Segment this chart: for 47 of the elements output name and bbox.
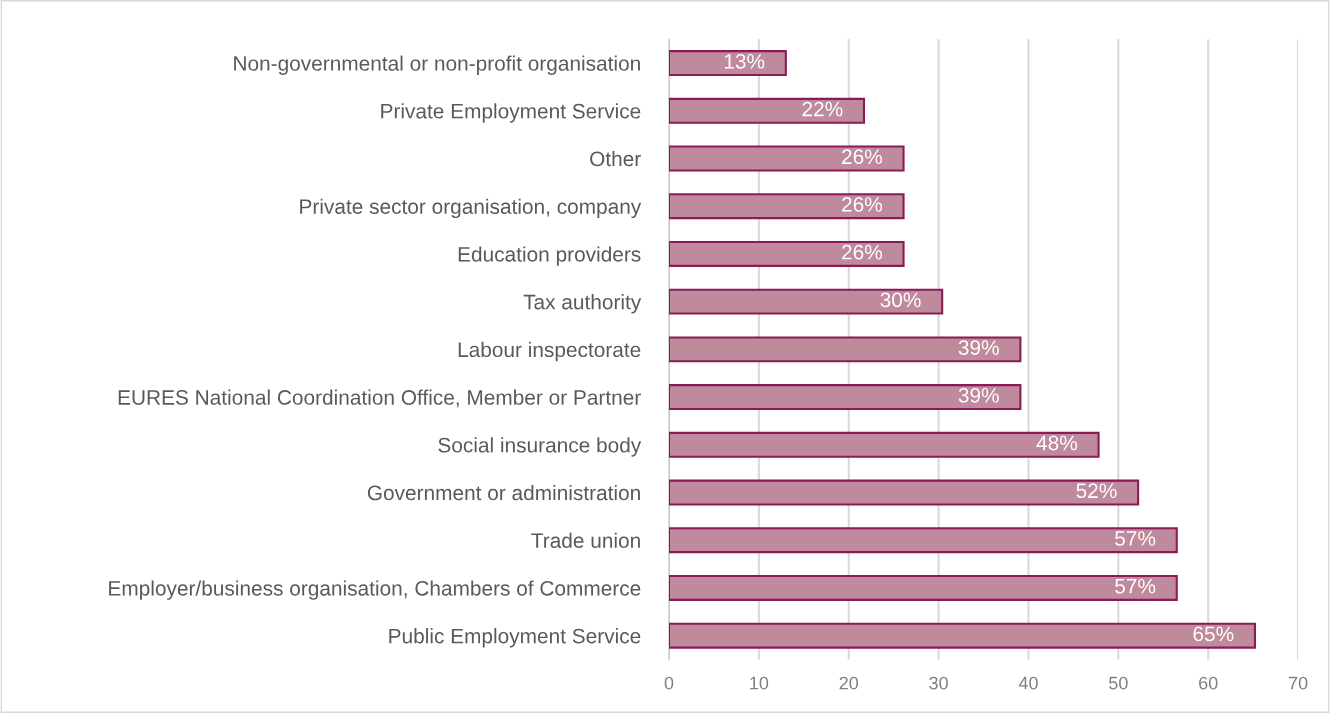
y-tick-label: Non-governmental or non-profit organisation <box>234 55 640 75</box>
x-tick-label: 30 <box>929 676 948 690</box>
data-label: 39% <box>958 387 999 403</box>
y-tick-label: Employer/business organisation, Chambers of Commerce <box>109 580 641 600</box>
y-tick-label: Labour inspectorate <box>458 341 641 362</box>
bar <box>668 288 944 315</box>
bar <box>668 50 787 77</box>
x-tick-label: 70 <box>1288 676 1308 690</box>
data-label: 39% <box>958 340 999 355</box>
x-tick-label: 20 <box>839 676 859 690</box>
bar <box>668 622 1256 649</box>
y-tick-label: Social insurance body <box>438 437 642 457</box>
y-tick-label: Tax authority <box>523 294 642 314</box>
y-tick-label: Private Employment Service <box>381 103 641 123</box>
x-tick-label: 0 <box>664 676 674 690</box>
data-label: 57% <box>1115 531 1156 546</box>
data-label: 13% <box>724 53 765 69</box>
data-label: 30% <box>880 292 921 308</box>
bar <box>668 431 1100 458</box>
y-tick-label: Trade union <box>531 532 640 548</box>
x-tick-label: 40 <box>1018 676 1038 690</box>
y-tick-label: Government or administration <box>367 484 640 501</box>
y-tick-label: Public Employment Service <box>389 628 641 648</box>
data-label: 52% <box>1076 483 1117 499</box>
bar <box>668 336 1022 363</box>
bar <box>668 527 1178 554</box>
x-tick-label: 10 <box>750 676 769 690</box>
y-tick-label: EURES National Coordination Office, Member or Partner <box>118 389 641 408</box>
bar <box>668 574 1178 601</box>
y-tick-label: Education providers <box>458 246 641 266</box>
bar <box>668 193 905 220</box>
data-label: 57% <box>1115 578 1156 594</box>
bar <box>668 97 866 124</box>
y-tick-label: Other <box>590 150 641 167</box>
bar <box>668 240 905 267</box>
data-label: 65% <box>1193 626 1234 642</box>
bar <box>668 479 1140 506</box>
bar <box>668 384 1022 411</box>
data-label: 26% <box>842 149 883 165</box>
x-tick-label: 50 <box>1109 676 1128 690</box>
data-label: 22% <box>802 101 843 117</box>
y-tick-label: Private sector organisation, company <box>300 198 642 219</box>
bar <box>668 145 905 172</box>
data-label: 48% <box>1036 435 1078 451</box>
x-tick-label: 60 <box>1199 676 1218 690</box>
data-label: 26% <box>842 244 883 260</box>
data-label: 26% <box>842 197 883 212</box>
